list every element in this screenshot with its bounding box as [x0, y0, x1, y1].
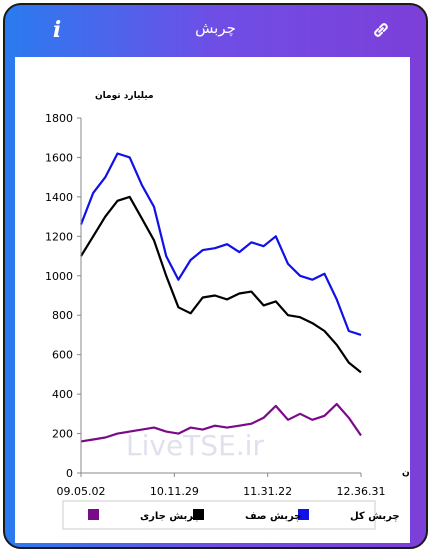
line-chart: میلیارد تومان زمان LiveTSE.ir 0 200 400 600… [45, 91, 424, 530]
y-tick-label: 1800 [45, 112, 73, 125]
legend-label-1: چربش صف [245, 511, 301, 522]
chart-panel: میلیارد تومان زمان LiveTSE.ir 0 200 400 600… [15, 57, 424, 543]
x-tick-label: 10.11.29 [150, 485, 199, 498]
y-tick-label: 400 [52, 388, 73, 401]
legend: چربش کل چربش صف چربش جاری [62, 500, 400, 530]
y-tick-label: 1400 [45, 191, 73, 204]
x-tick-label: 11.31.22 [243, 485, 292, 498]
y-tick-label: 0 [66, 467, 73, 480]
series-line-2 [80, 402, 362, 443]
y-tick-label: 800 [52, 309, 73, 322]
x-tick-label: 12.36.31 [337, 485, 386, 498]
legend-box [62, 500, 376, 530]
y-tick-label: 600 [52, 349, 73, 362]
y-axis-label: میلیارد تومان [95, 91, 154, 101]
y-tick-label: 1000 [45, 270, 73, 283]
app-frame: i چربش میلیارد تومان زمان LiveTSE.ir 0 20… [3, 3, 428, 549]
legend-swatch-1 [193, 509, 204, 520]
x-axis-label: زمان [402, 468, 410, 478]
legend-label-0: چربش کل [350, 511, 400, 522]
legend-label-2: چربش جاری [140, 511, 201, 522]
watermark: LiveTSE.ir [126, 429, 264, 462]
page-title: چربش [195, 19, 236, 37]
y-tick-label: 1200 [45, 230, 73, 243]
series-line-0 [79, 152, 362, 336]
info-icon[interactable]: i [52, 17, 62, 43]
header-bar: i چربش [5, 5, 426, 57]
x-tick-label: 09.05.02 [57, 485, 106, 498]
legend-swatch-2 [88, 509, 99, 520]
y-tick-label: 200 [52, 428, 73, 441]
legend-swatch-0 [298, 509, 309, 520]
link-icon[interactable] [370, 19, 392, 41]
series-line-1 [80, 195, 362, 374]
y-tick-label: 1600 [45, 151, 73, 164]
